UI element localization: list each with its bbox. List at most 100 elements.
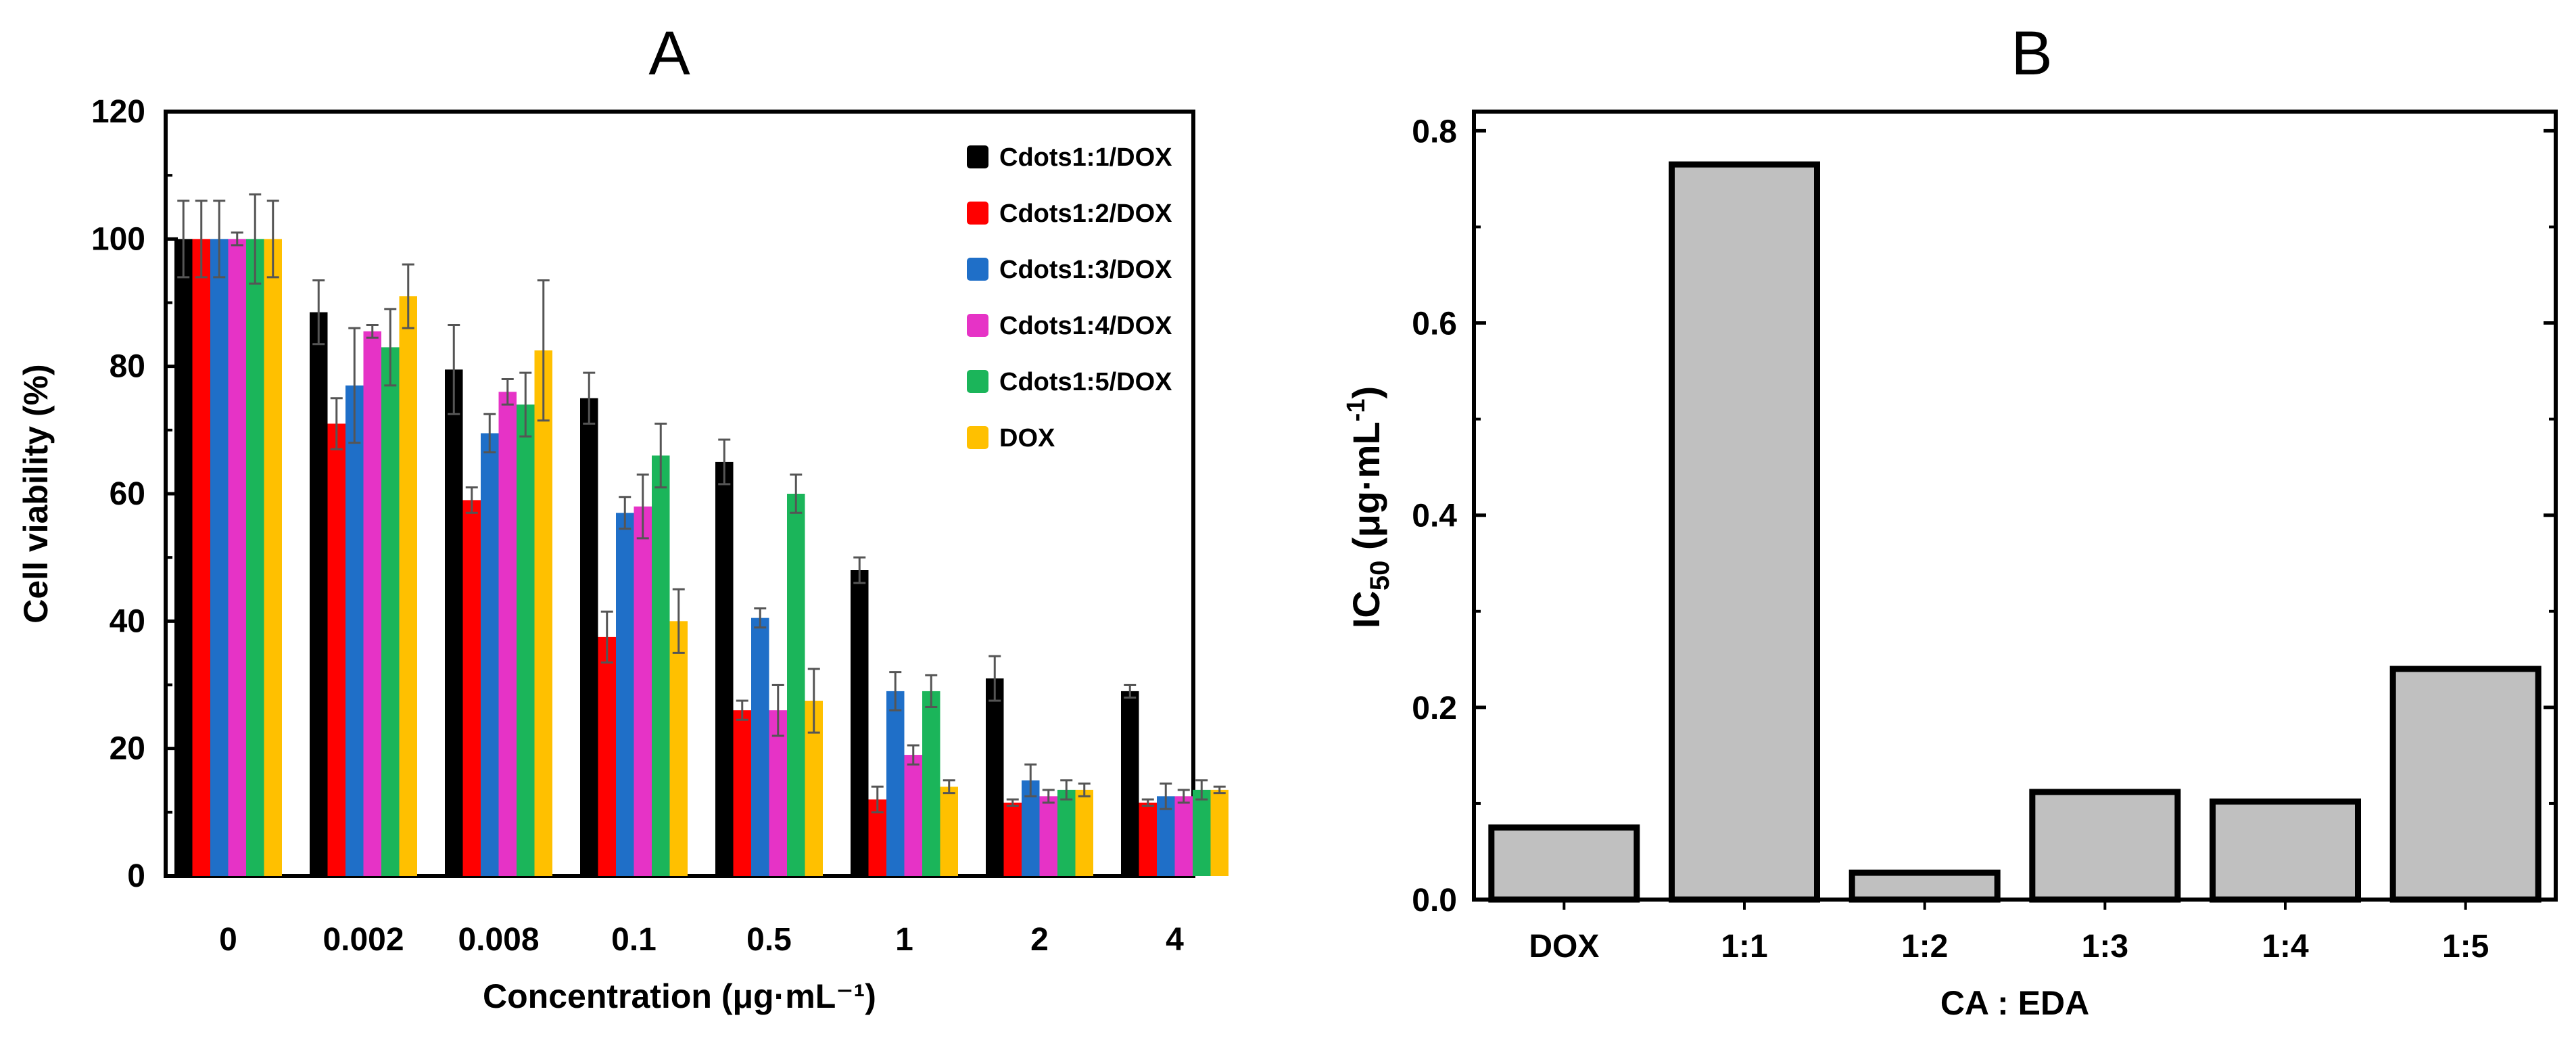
y-tick-label: 20 xyxy=(110,731,145,767)
panel-b-y-label-sup: -1 xyxy=(1342,399,1370,422)
bar xyxy=(2389,666,2542,903)
y-tick-label: 60 xyxy=(110,476,145,512)
panel-a-y-axis-label: Cell viability (%) xyxy=(17,364,55,623)
y-tick-label: 0.4 xyxy=(1412,498,1457,534)
x-tick-label: 1:4 xyxy=(2262,929,2309,964)
y-tick-label: 0.0 xyxy=(1412,883,1457,918)
panel-b-y-label-unit: (μg·mL xyxy=(1345,421,1387,560)
bar xyxy=(669,621,688,876)
panel-b-y-ticks: 0.0 0.2 0.4 0.6 0.8 xyxy=(1412,114,2556,918)
bar xyxy=(1210,789,1229,876)
legend-label: Cdots1:2/DOX xyxy=(999,200,1172,228)
panel-b-bars xyxy=(1488,161,2542,903)
y-tick-label: 0 xyxy=(127,858,145,894)
y-tick-label: 0.8 xyxy=(1412,114,1457,149)
bar xyxy=(1139,802,1157,876)
bar xyxy=(327,423,345,876)
legend-label: Cdots1:4/DOX xyxy=(999,312,1172,340)
y-tick-label: 100 xyxy=(91,221,145,257)
x-tick-label: 0.002 xyxy=(323,922,404,958)
bar xyxy=(1039,796,1057,876)
bar xyxy=(652,455,670,876)
x-tick-label: 1:1 xyxy=(1721,929,1767,964)
y-tick-label: 0.2 xyxy=(1412,691,1457,726)
bar xyxy=(787,494,805,876)
bar xyxy=(381,347,400,876)
bar xyxy=(1121,691,1139,876)
legend-label: DOX xyxy=(999,424,1055,452)
x-tick-label: 0.5 xyxy=(746,922,792,958)
bar xyxy=(940,787,958,876)
panel-a-bars xyxy=(174,193,1229,876)
panel-a-title: A xyxy=(648,19,690,88)
legend-label: Cdots1:1/DOX xyxy=(999,143,1172,172)
y-tick-label: 40 xyxy=(110,603,145,639)
bar xyxy=(1174,796,1193,876)
legend-swatch xyxy=(967,258,988,281)
bar xyxy=(1057,789,1076,876)
x-tick-label: 0.1 xyxy=(611,922,657,958)
bar xyxy=(399,296,417,876)
bar xyxy=(769,710,787,876)
legend-swatch xyxy=(967,426,988,449)
x-tick-label: 1:3 xyxy=(2082,929,2128,964)
bar xyxy=(363,331,381,876)
bar xyxy=(462,500,481,876)
bar xyxy=(192,239,210,876)
x-tick-label: 1:5 xyxy=(2442,929,2489,964)
x-tick-label: 0.008 xyxy=(458,922,539,958)
panel-a-chart: A 0 20 40 60 80 100 120 0 0.002 0.008 0.1 0.5 1 2 4 C… xyxy=(17,19,1229,1015)
bar xyxy=(210,239,229,876)
panel-b-y-axis-label: IC50 (μg·mL-1) xyxy=(1342,386,1395,628)
bar xyxy=(1669,161,1820,903)
bar xyxy=(246,239,264,876)
bar xyxy=(1075,789,1093,876)
bar xyxy=(634,506,652,876)
bar xyxy=(715,461,734,876)
bar xyxy=(922,691,940,876)
panel-b-y-label-sub: 50 xyxy=(1365,561,1395,591)
bar xyxy=(264,239,282,876)
panel-b-x-axis-label: CA : EDA xyxy=(1940,984,2089,1022)
legend-swatch xyxy=(967,370,988,393)
legend-swatch xyxy=(967,145,988,168)
x-tick-label: 1 xyxy=(895,922,913,958)
panel-b-y-label-close: ) xyxy=(1345,386,1387,399)
bar xyxy=(310,312,328,876)
bar xyxy=(580,398,598,876)
bar xyxy=(534,350,552,876)
bar xyxy=(1848,869,2001,903)
panel-a-x-axis-label: Concentration (μg·mL⁻¹) xyxy=(483,977,876,1015)
legend-swatch xyxy=(967,314,988,337)
x-tick-label: 0 xyxy=(219,922,237,958)
bar xyxy=(2029,789,2181,903)
x-tick-label: DOX xyxy=(1529,929,1599,964)
bar xyxy=(904,755,922,876)
bar xyxy=(733,710,751,876)
panel-a-y-ticks: 0 20 40 60 80 100 120 xyxy=(91,94,178,894)
panel-b-x-ticks: DOX 1:1 1:2 1:3 1:4 1:5 xyxy=(1529,900,2489,964)
bar xyxy=(2210,798,2361,903)
bar xyxy=(598,636,616,876)
legend-label: Cdots1:3/DOX xyxy=(999,256,1172,284)
bar xyxy=(886,691,905,876)
x-tick-label: 4 xyxy=(1166,922,1184,958)
bar xyxy=(851,570,869,876)
bar xyxy=(174,239,193,876)
y-tick-label: 0.6 xyxy=(1412,306,1457,342)
panel-a-legend: Cdots1:1/DOX Cdots1:2/DOX Cdots1:3/DOX Cdot… xyxy=(967,143,1172,452)
bar xyxy=(228,239,246,876)
y-tick-label: 80 xyxy=(110,349,145,385)
bar xyxy=(481,433,499,876)
panel-b-plot-frame xyxy=(1472,110,2558,902)
bar xyxy=(345,385,364,876)
legend-swatch xyxy=(967,202,988,225)
bar xyxy=(1488,824,1640,903)
bar xyxy=(1003,802,1022,876)
bar xyxy=(751,618,769,876)
x-tick-label: 2 xyxy=(1030,922,1049,958)
panel-b-title: B xyxy=(2011,19,2052,88)
panel-b-chart: B 0.0 0.2 0.4 0.6 0.8 DOX 1:1 1:2 1:3 1:4 1:5 CA … xyxy=(1342,19,2558,1022)
bar xyxy=(445,369,463,876)
